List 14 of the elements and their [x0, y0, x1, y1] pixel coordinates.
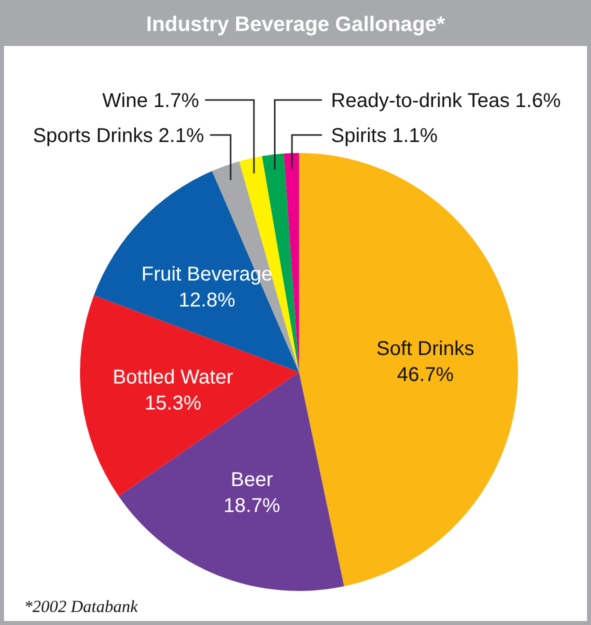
slice-label: Bottled Water	[112, 366, 234, 389]
data-label: 15.3%	[144, 392, 202, 415]
slice-label: Ready-to-drink Teas 1.6%	[331, 90, 561, 112]
slice-label: Sports Drinks 2.1%	[32, 125, 204, 147]
data-label: 46.7%	[396, 364, 454, 386]
text: *2002 Databank	[24, 597, 138, 616]
slice-label: Beer	[230, 468, 274, 491]
data-label: 12.8%	[178, 289, 236, 312]
data-label: 18.7%	[224, 494, 280, 517]
chart-title: Industry Beverage Gallonage*	[146, 13, 446, 36]
slice-label: Spirits 1.1%	[331, 125, 438, 147]
pie-slice	[299, 153, 518, 586]
slice-label: Soft Drinks	[376, 338, 474, 360]
slice-label: Wine 1.7%	[102, 90, 200, 112]
